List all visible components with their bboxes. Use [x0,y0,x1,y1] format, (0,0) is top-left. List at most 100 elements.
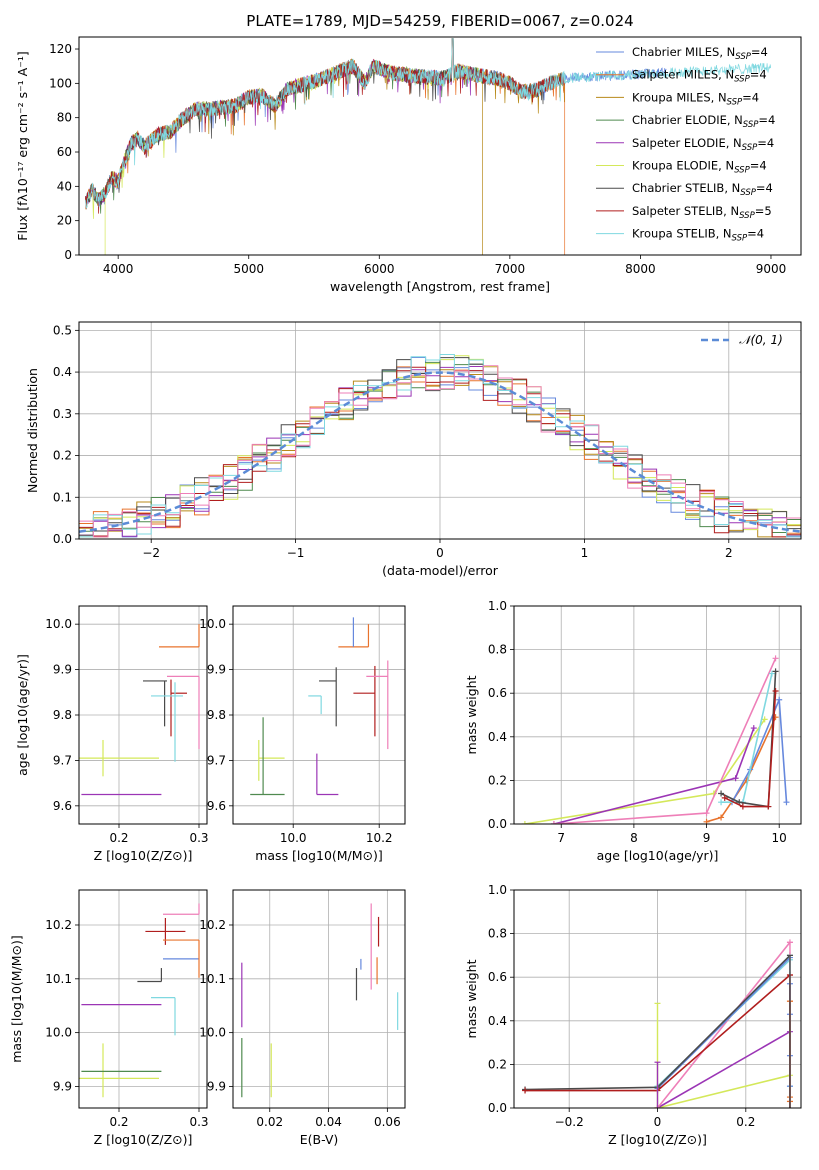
weight-marker [522,1087,529,1094]
x-tick-label: 0.2 [736,1115,755,1129]
y-tick-label: 0.2 [53,449,72,463]
weight-marker [772,668,779,675]
y-tick-label: 10.0 [199,617,226,631]
y-axis-label: Normed distribution [25,368,40,493]
x-tick-label: 8 [630,831,638,845]
errorbar-point [170,679,187,737]
plot-area [514,890,801,1108]
spectrum-line [85,38,565,207]
legend-entry: Kroupa ELODIE, NSSP=4 [632,159,767,176]
y-tick-label: 9.9 [207,663,226,677]
weight-line [553,657,777,824]
y-tick-label: 9.7 [207,753,226,767]
y-tick-label: 10.0 [45,617,72,631]
weight-line [657,1074,791,1108]
panel-weight-vs-age: 7 8 9 10 0.0 0.2 0.4 0.6 0.8 1.0 age [log10(age/yr… [464,599,802,863]
x-tick-label: 1 [581,546,589,560]
y-tick-label: 10.1 [45,972,72,986]
y-axis-label: Flux [fλ10⁻¹⁷ erg cm⁻² s⁻¹ A⁻¹] [15,51,30,240]
x-tick-label: −0.2 [555,1115,584,1129]
weight-marker [783,799,790,806]
y-tick-label: 10.1 [199,972,226,986]
weight-marker [550,821,557,824]
weight-line [656,941,791,1108]
errorbar-point [316,753,339,796]
x-tick-label: 0.06 [374,1115,401,1129]
y-tick-label: 20 [57,214,72,228]
weight-marker [718,790,725,797]
y-tick-label: 10.2 [45,918,72,932]
y-tick-label: 0.0 [53,532,72,546]
y-tick-label: 9.9 [53,1079,72,1093]
spectrum-line [85,38,566,255]
x-axis-label: (data-model)/error [382,563,499,578]
axes-frame [232,889,406,1109]
y-tick-label: 10.2 [199,918,226,932]
errorbar-point [163,903,200,915]
plot-area [233,890,405,1108]
y-tick-label: 9.6 [53,799,72,813]
y-tick-label: 9.8 [207,708,226,722]
errorbar-point [163,939,200,978]
weight-marker [739,803,746,810]
weight-marker [772,688,779,695]
x-tick-label: 6000 [364,262,395,276]
errorbar-point [353,665,376,737]
errorbar-point [250,717,285,796]
weight-marker [750,725,757,732]
y-tick-label: 0.8 [488,927,507,941]
x-tick-label: 10 [772,831,787,845]
y-tick-label: 0.4 [53,365,72,379]
weight-line [731,699,788,803]
x-tick-label: 0.02 [256,1115,283,1129]
legend-entry: Salpeter STELIB, NSSP=5 [632,204,772,221]
weight-marker [732,775,739,782]
y-tick-label: 9.9 [207,1079,226,1093]
axes-frame [78,36,802,256]
panel-mass-vs-Z: 0.2 0.3 9.9 10.0 10.1 10.2 Z [log10(Z/Z⊙)] mass… [9,889,209,1147]
legend-entry: Salpeter MILES, NSSP=4 [632,68,767,85]
y-tick-label: 9.9 [53,663,72,677]
weight-marker [765,803,772,810]
y-tick-label: 10.0 [45,1026,72,1040]
y-axis-label: mass [log10(M/M⊙)] [9,935,24,1063]
x-axis-label: age [log10(age/yr)] [597,848,719,863]
plot-area [79,890,207,1108]
spectrum-line [85,38,772,209]
panel-age-vs-mass: 10.0 10.2 9.6 9.7 9.8 9.9 10.0 mass [log10(M/M⊙… [199,605,406,863]
x-tick-label: 9000 [756,262,787,276]
y-axis-label: mass weight [464,959,479,1038]
panel-weight-vs-Z: −0.2 0 0.2 0.0 0.2 0.4 0.6 0.8 1.0 Z [log10(Z/Z⊙)… [464,883,802,1147]
errorbar-point [79,739,159,777]
y-tick-label: 60 [57,145,72,159]
x-tick-label: 7 [557,831,565,845]
y-tick-label: 40 [57,179,72,193]
legend-entry: Salpeter ELODIE, NSSP=4 [632,136,774,153]
y-tick-label: 0.0 [488,1101,507,1115]
spectrum-line [85,38,484,206]
y-tick-label: 0.6 [488,686,507,700]
weight-line [724,690,777,808]
panel-mass-vs-EBV: 0.02 0.04 0.06 9.9 10.0 10.1 10.2 E(B-V) [199,889,406,1147]
panel-age-vs-Z: 0.2 0.3 9.6 9.7 9.8 9.9 10.0 Z [log10(Z/Z⊙)] age… [15,605,209,863]
y-tick-label: 0.1 [53,490,72,504]
legend-entry: Kroupa STELIB, NSSP=4 [632,227,764,244]
y-tick-label: 0.3 [53,407,72,421]
y-tick-label: 0.5 [53,323,72,337]
weight-marker [768,670,775,677]
axes-frame [513,605,802,825]
y-tick-label: 0.4 [488,730,507,744]
plot-area [79,322,801,539]
y-tick-label: 80 [57,111,72,125]
x-tick-label: 0 [654,1115,662,1129]
legend-entry: Kroupa MILES, NSSP=4 [632,90,759,107]
plot-area [79,606,207,824]
y-tick-label: 9.6 [207,799,226,813]
axes-frame [78,889,208,1109]
x-tick-label: 10.0 [280,831,307,845]
x-tick-label: 2 [725,546,733,560]
panel-spectrum: 4000 5000 6000 7000 8000 9000 0 20 40 60 80 100 120 w… [15,36,802,294]
histogram-series [79,354,801,538]
y-tick-label: 1.0 [488,599,507,613]
spectrum-line [85,38,484,214]
